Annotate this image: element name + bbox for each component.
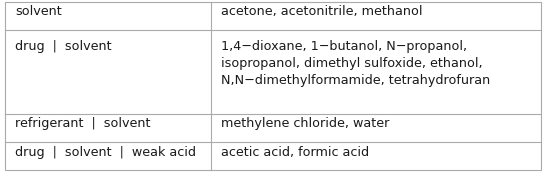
Text: solvent: solvent xyxy=(15,5,62,18)
Text: drug  |  solvent: drug | solvent xyxy=(15,40,112,53)
Text: acetone, acetonitrile, methanol: acetone, acetonitrile, methanol xyxy=(221,5,423,18)
Text: 1,4−dioxane, 1−butanol, N−propanol,
isopropanol, dimethyl sulfoxide, ethanol,
N,: 1,4−dioxane, 1−butanol, N−propanol, isop… xyxy=(221,40,490,87)
Text: drug  |  solvent  |  weak acid: drug | solvent | weak acid xyxy=(15,146,197,159)
Text: refrigerant  |  solvent: refrigerant | solvent xyxy=(15,117,151,131)
Text: methylene chloride, water: methylene chloride, water xyxy=(221,117,390,131)
Text: acetic acid, formic acid: acetic acid, formic acid xyxy=(221,146,370,159)
